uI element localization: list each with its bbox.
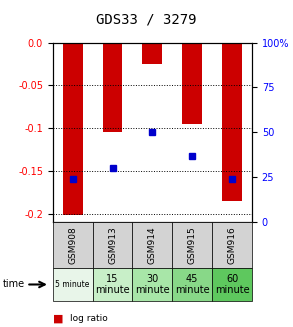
Text: 15
minute: 15 minute <box>95 274 130 295</box>
Text: GSM916: GSM916 <box>228 226 236 264</box>
Text: GSM914: GSM914 <box>148 226 157 264</box>
Bar <box>63 43 83 215</box>
Text: GSM915: GSM915 <box>188 226 197 264</box>
Bar <box>142 43 162 64</box>
Bar <box>222 43 242 201</box>
Text: GSM913: GSM913 <box>108 226 117 264</box>
Text: time: time <box>3 280 25 289</box>
Text: 60
minute: 60 minute <box>215 274 249 295</box>
Text: 30
minute: 30 minute <box>135 274 170 295</box>
Bar <box>182 43 202 124</box>
Text: GSM908: GSM908 <box>68 226 77 264</box>
Text: 45
minute: 45 minute <box>175 274 209 295</box>
Text: GDS33 / 3279: GDS33 / 3279 <box>96 12 197 26</box>
Text: ■: ■ <box>53 314 63 324</box>
Text: 5 minute: 5 minute <box>55 280 90 289</box>
Text: log ratio: log ratio <box>70 314 108 323</box>
Bar <box>103 43 122 132</box>
